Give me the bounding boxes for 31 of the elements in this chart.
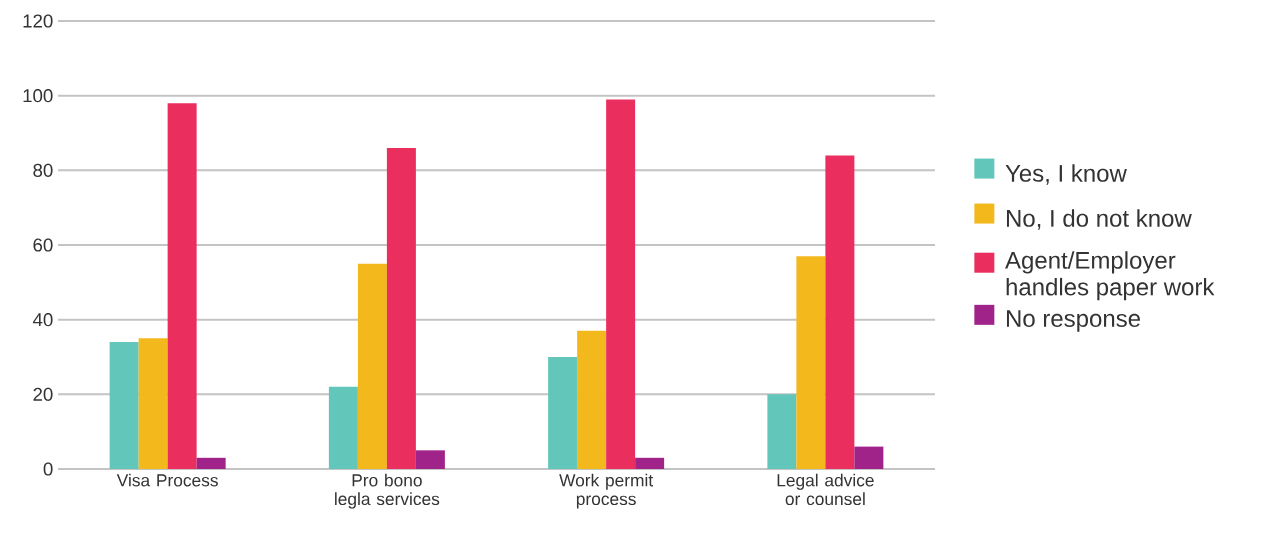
legend-label: Yes, I know xyxy=(1005,164,1127,185)
bar xyxy=(328,386,358,469)
bar xyxy=(109,342,139,469)
bar xyxy=(825,155,855,469)
y-tick-label: 80 xyxy=(33,163,53,177)
y-tick-label: 20 xyxy=(33,387,53,401)
legend-label: No, I do not know xyxy=(1006,209,1192,230)
bar xyxy=(854,446,884,469)
bar xyxy=(606,99,636,469)
bar xyxy=(767,394,797,469)
bar xyxy=(138,338,168,469)
bar xyxy=(386,147,416,469)
bar xyxy=(635,457,665,469)
bar xyxy=(196,457,226,469)
bar xyxy=(796,256,826,469)
bar xyxy=(577,330,607,469)
y-tick-label: 60 xyxy=(33,238,53,252)
x-tick-label: Work permit process xyxy=(559,473,654,509)
legend-label: No response xyxy=(1006,310,1140,332)
x-tick-label: Legal advice or counsel xyxy=(777,473,874,506)
bar xyxy=(415,450,445,469)
bar xyxy=(167,103,197,469)
y-tick-label: 100 xyxy=(23,89,53,103)
y-tick-label: 0 xyxy=(43,462,53,476)
x-tick-label: Visa Process xyxy=(116,473,218,487)
bar xyxy=(357,263,387,469)
x-tick-label: Pro bono legla services xyxy=(335,473,440,509)
y-tick-label: 120 xyxy=(23,14,53,28)
y-tick-label: 40 xyxy=(32,313,53,327)
bar xyxy=(548,357,578,469)
legend-label: Agent/Employer handles paper work xyxy=(1005,251,1215,301)
